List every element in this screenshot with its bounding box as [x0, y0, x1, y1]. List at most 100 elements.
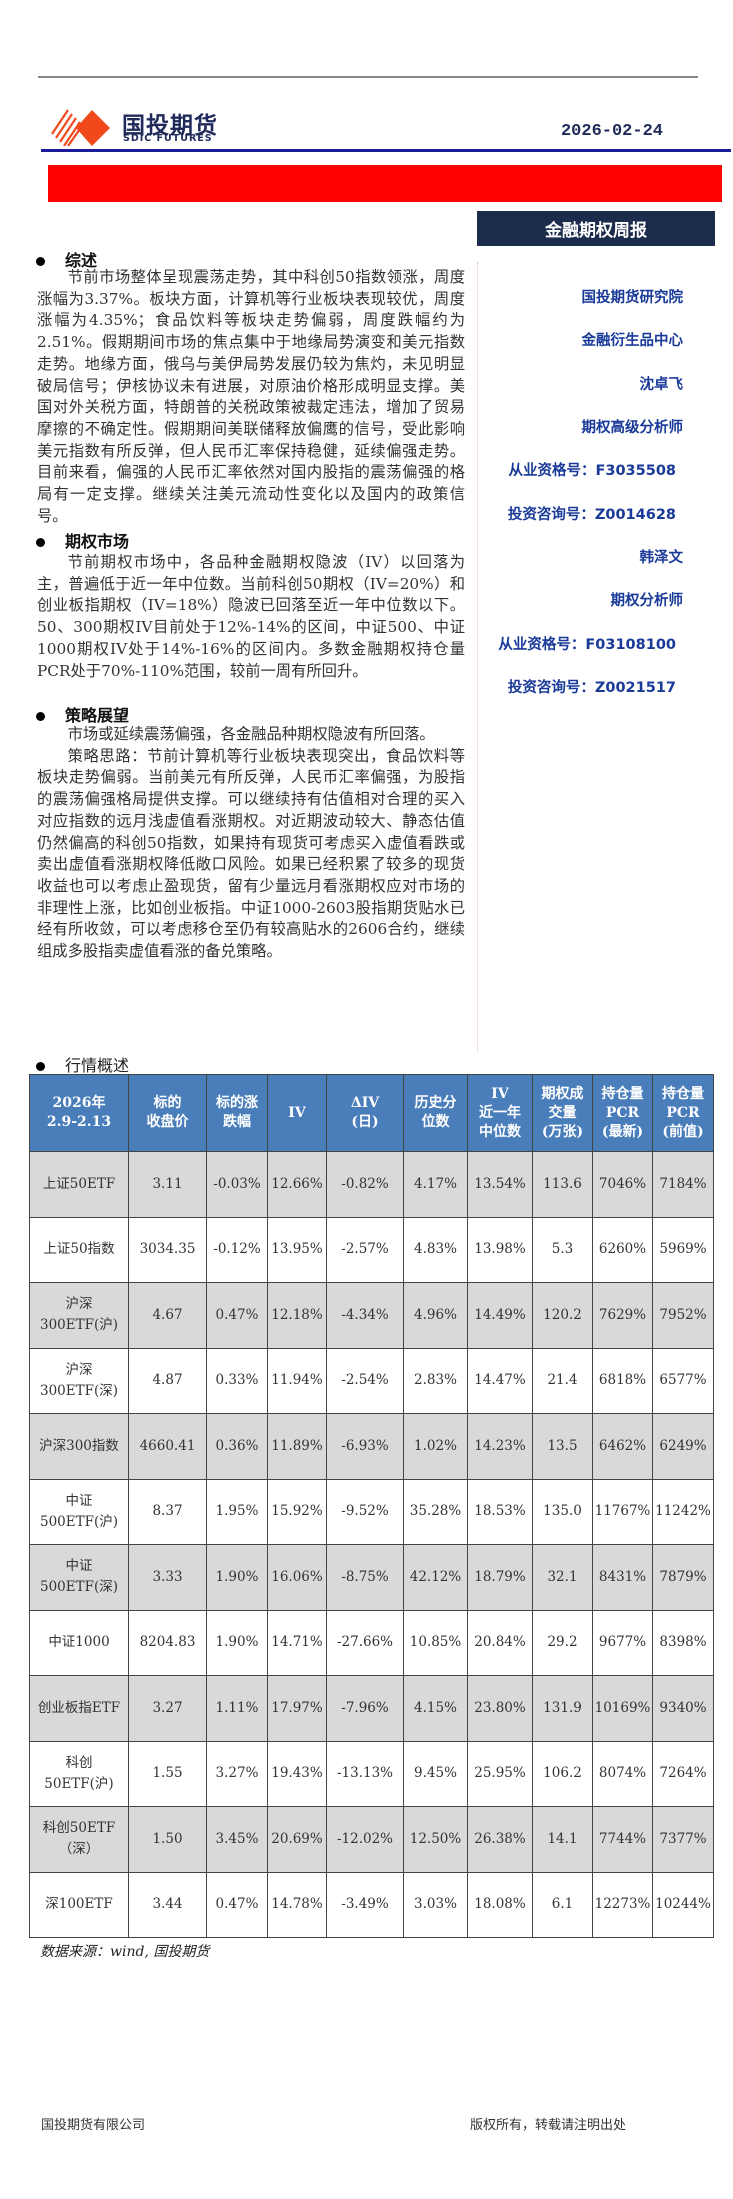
section-title: 行情概述: [65, 1056, 130, 1075]
table-cell: 19.43%: [267, 1740, 327, 1807]
table-cell: -2.57%: [326, 1216, 404, 1283]
table-cell: 7184%: [652, 1151, 714, 1218]
table-cell: -0.82%: [326, 1151, 404, 1218]
table-row: 中证 500ETF(沪) 8.37 1.95% 15.92% -9.52% 35.28% 1…: [29, 1478, 714, 1545]
section-body-options-market: 节前期权市场中，各品种金融期权隐波（IV）以回落为主，普遍低于近一年中位数。当前…: [37, 552, 465, 682]
table-cell: -2.54%: [326, 1347, 404, 1414]
table-cell: 3.27%: [206, 1740, 268, 1807]
underlying-name-cell: 科创50ETF （深）: [29, 1806, 129, 1873]
underlying-name-cell: 创业板指ETF: [29, 1675, 129, 1742]
sidebar-license-no: 从业资格号：F3035508: [508, 463, 676, 479]
table-cell: 13.5: [532, 1413, 593, 1480]
sidebar-analyst-name: 韩泽文: [639, 550, 684, 566]
table-cell: 131.9: [532, 1675, 593, 1742]
column-header: IV: [267, 1074, 327, 1152]
title-banner: [48, 165, 722, 202]
bullet-icon: [36, 1062, 45, 1071]
table-cell: 3.33: [128, 1544, 207, 1611]
column-header: 持仓量 PCR (前值): [652, 1074, 714, 1152]
table-row: 科创50ETF （深） 1.50 3.45% 20.69% -12.02% 12.50% 2…: [29, 1806, 714, 1873]
data-source-note: 数据来源：wind, 国投期货: [40, 1944, 210, 1960]
table-cell: 0.47%: [206, 1282, 268, 1349]
table-cell: 18.79%: [467, 1544, 533, 1611]
table-row: 沪深 300ETF(沪) 4.67 0.47% 12.18% -4.34% 4.96% 14…: [29, 1282, 714, 1349]
table-cell: 0.47%: [206, 1871, 268, 1938]
table-cell: -7.96%: [326, 1675, 404, 1742]
underlying-name-cell: 沪深300指数: [29, 1413, 129, 1480]
bullet-icon: [36, 257, 45, 266]
column-header: ΔIV (日): [326, 1074, 404, 1152]
table-cell: 13.95%: [267, 1216, 327, 1283]
column-header: 标的涨 跌幅: [206, 1074, 268, 1152]
table-cell: 10.85%: [403, 1609, 468, 1676]
table-cell: 12.18%: [267, 1282, 327, 1349]
underlying-name-cell: 科创 50ETF(沪): [29, 1740, 129, 1807]
table-cell: 11242%: [652, 1478, 714, 1545]
table-cell: 10244%: [652, 1871, 714, 1938]
table-cell: 3.44: [128, 1871, 207, 1938]
table-cell: 35.28%: [403, 1478, 468, 1545]
section-title: 策略展望: [65, 706, 130, 725]
table-cell: 1.95%: [206, 1478, 268, 1545]
table-cell: 12.66%: [267, 1151, 327, 1218]
table-cell: 7046%: [592, 1151, 653, 1218]
table-cell: 5.3: [532, 1216, 593, 1283]
column-header: 期权成 交量 (万张): [532, 1074, 593, 1152]
table-cell: 8204.83: [128, 1609, 207, 1676]
table-cell: 20.69%: [267, 1806, 327, 1873]
table-row: 深100ETF 3.44 0.47% 14.78% -3.49% 3.03% 18.08% 6…: [29, 1871, 714, 1938]
table-cell: 20.84%: [467, 1609, 533, 1676]
column-header: 持仓量 PCR (最新): [592, 1074, 653, 1152]
report-date: 2026-02-24: [560, 122, 663, 141]
table-cell: 3.03%: [403, 1871, 468, 1938]
table-cell: 113.6: [532, 1151, 593, 1218]
table-cell: 3.27: [128, 1675, 207, 1742]
sidebar-license-no: 从业资格号：F03108100: [498, 637, 676, 653]
sidebar-consult-no: 投资咨询号：Z0021517: [507, 680, 676, 696]
table-row: 中证1000 8204.83 1.90% 14.71% -27.66% 10.85% 20.…: [29, 1609, 714, 1676]
table-cell: 12273%: [592, 1871, 653, 1938]
table-cell: 3034.35: [128, 1216, 207, 1283]
company-logo: 国投期货 SDIC FUTURES: [50, 106, 230, 146]
paragraph: 市场或延续震荡偏强，各金融品种期权隐波有所回落。: [67, 725, 435, 743]
sidebar-analyst-title: 期权分析师: [610, 593, 684, 609]
table-cell: 9.45%: [403, 1740, 468, 1807]
table-cell: 18.53%: [467, 1478, 533, 1545]
table-cell: 135.0: [532, 1478, 593, 1545]
table-row: 中证 500ETF(深) 3.33 1.90% 16.06% -8.75% 42.12% 1…: [29, 1544, 714, 1611]
section-title: 综述: [65, 251, 98, 270]
section-heading-options-market: 期权市场: [36, 528, 129, 552]
logo-text-en: SDIC FUTURES: [123, 133, 213, 144]
table-cell: 16.06%: [267, 1544, 327, 1611]
table-row: 上证50ETF 3.11 -0.03% 12.66% -0.82% 4.17% 13.54%…: [29, 1151, 714, 1218]
table-cell: -3.49%: [326, 1871, 404, 1938]
table-cell: -4.34%: [326, 1282, 404, 1349]
table-cell: 1.90%: [206, 1609, 268, 1676]
table-cell: 3.11: [128, 1151, 207, 1218]
column-header: IV 近一年 中位数: [467, 1074, 533, 1152]
table-cell: 7264%: [652, 1740, 714, 1807]
table-cell: 11767%: [592, 1478, 653, 1545]
table-cell: 13.54%: [467, 1151, 533, 1218]
table-cell: 1.11%: [206, 1675, 268, 1742]
table-row: 科创 50ETF(沪) 1.55 3.27% 19.43% -13.13% 9.45% 25…: [29, 1740, 714, 1807]
table-cell: 18.08%: [467, 1871, 533, 1938]
table-cell: 106.2: [532, 1740, 593, 1807]
table-cell: 0.33%: [206, 1347, 268, 1414]
table-cell: 4.87: [128, 1347, 207, 1414]
table-cell: 32.1: [532, 1544, 593, 1611]
table-cell: 14.23%: [467, 1413, 533, 1480]
table-cell: 7952%: [652, 1282, 714, 1349]
table-cell: 9340%: [652, 1675, 714, 1742]
table-cell: 8.37: [128, 1478, 207, 1545]
table-cell: 1.02%: [403, 1413, 468, 1480]
table-cell: 1.50: [128, 1806, 207, 1873]
table-cell: 4.67: [128, 1282, 207, 1349]
table-cell: 14.71%: [267, 1609, 327, 1676]
table-cell: 6818%: [592, 1347, 653, 1414]
table-cell: 14.49%: [467, 1282, 533, 1349]
table-cell: -0.03%: [206, 1151, 268, 1218]
table-cell: 2.83%: [403, 1347, 468, 1414]
section-heading-strategy: 策略展望: [36, 702, 129, 726]
column-divider: [477, 262, 478, 1052]
